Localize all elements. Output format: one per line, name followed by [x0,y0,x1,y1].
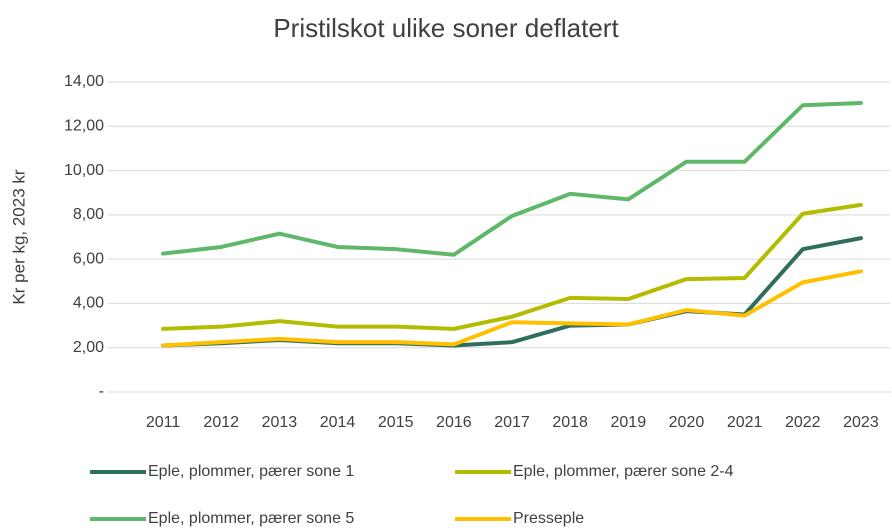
series-line [161,101,863,257]
x-tick-label: 2015 [378,414,414,431]
x-tick-label: 2019 [611,414,647,431]
x-tick-label: 2017 [494,414,530,431]
x-tick-label: 2016 [436,414,472,431]
x-tick-label: 2014 [320,414,356,431]
x-tick-label: 2012 [203,414,239,431]
series-line [161,236,863,348]
y-tick-label: 14,00 [64,73,104,90]
legend-label: Presseple [513,510,584,527]
x-tick-label: 2020 [669,414,705,431]
y-tick-label: 4,00 [73,295,104,312]
x-tick-label: 2013 [262,414,298,431]
y-tick-label: 2,00 [73,339,104,356]
y-tick-label: 8,00 [73,206,104,223]
legend-label: Eple, plommer, pærer sone 2-4 [513,463,734,480]
x-tick-label: 2021 [727,414,763,431]
x-tick-label: 2018 [552,414,588,431]
x-tick-label: 2011 [146,414,181,431]
x-tick-label: 2022 [785,414,821,431]
y-tick-label: 10,00 [64,162,104,179]
series-line [161,202,863,331]
y-axis-label: Kr per kg, 2023 kr [9,169,28,304]
chart-title: Pristilskot ulike soner deflatert [273,13,619,43]
legend-label: Eple, plommer, pærer sone 5 [148,510,354,527]
series-line [161,269,863,348]
legend-label: Eple, plommer, pærer sone 1 [148,463,354,480]
x-tick-label: 2023 [843,414,879,431]
y-tick-label: 12,00 [64,118,104,135]
y-tick-label: 6,00 [73,250,104,267]
y-tick-label: - [99,383,104,400]
